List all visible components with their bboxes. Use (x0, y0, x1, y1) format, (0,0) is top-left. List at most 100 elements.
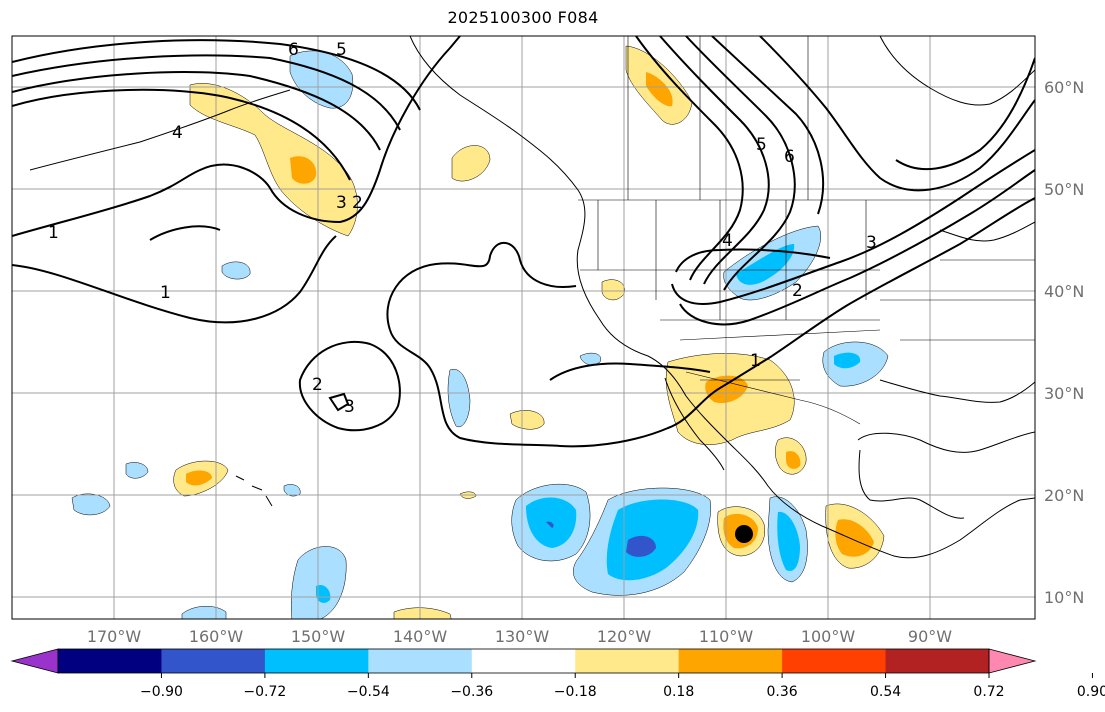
colorbar-segment (161, 649, 266, 673)
negative-anomaly-area (181, 606, 227, 619)
contour-line (659, 36, 770, 285)
colorbar-segment (471, 649, 576, 673)
contour-label: 6 (784, 147, 795, 167)
longitude-labels: 170°W 160°W 150°W 140°W 130°W 120°W 110°… (87, 627, 952, 646)
storm-center-marker (735, 525, 753, 543)
lon-label: 160°W (189, 627, 244, 646)
positive-anomaly-area (451, 145, 491, 182)
positive-anomaly-core (786, 451, 801, 469)
negative-anomaly-core (777, 511, 800, 571)
contour-label: 3 (344, 397, 355, 417)
contour-line (671, 149, 1035, 305)
coastlines (29, 36, 1035, 559)
contour-line (12, 36, 461, 237)
contour-line (675, 248, 831, 273)
contour-line (685, 36, 796, 291)
contour-line (12, 71, 381, 151)
lon-label: 90°W (908, 627, 952, 646)
colorbar-tick-label: 0.36 (767, 684, 798, 700)
contour-line (386, 242, 577, 331)
colorbar-segment (678, 649, 783, 673)
positive-anomaly-area (189, 83, 358, 237)
lon-label: 130°W (495, 627, 550, 646)
contour-line (149, 225, 221, 241)
contour-label: 6 (288, 40, 299, 60)
contour-label: 2 (792, 281, 803, 301)
yucatan-outline (858, 449, 965, 519)
colorbar-tick-label: 0.90 (1077, 684, 1105, 700)
negative-anomaly-peak (626, 535, 656, 557)
gulf-coastline (857, 431, 1035, 453)
colorbar-tick-label: −0.18 (554, 684, 597, 700)
contour-line (771, 197, 1035, 357)
latitude-labels: 60°N 50°N 40°N 30°N 20°N 10°N (1044, 78, 1084, 607)
contour-line (12, 88, 351, 181)
pacific-coastline (409, 36, 1035, 559)
negative-anomaly-area (291, 546, 347, 619)
lon-label: 110°W (699, 627, 754, 646)
lat-label: 60°N (1044, 78, 1084, 97)
contour-line (389, 329, 773, 448)
contour-line (895, 57, 1035, 171)
positive-anomaly-area (509, 410, 545, 430)
negative-anomaly-peak (546, 521, 554, 528)
graticule (12, 36, 1035, 619)
contour-label: 3 (336, 193, 347, 213)
colorbar: −0.90 −0.72 −0.54 −0.36 −0.18 0.18 0.36 0.54 0.7… (10, 648, 1105, 700)
colorbar-segment (368, 649, 473, 673)
colorbar-tick-label: 0.18 (663, 684, 694, 700)
contour-line (12, 54, 401, 131)
lat-label: 10°N (1044, 588, 1084, 607)
positive-anomaly-area (601, 279, 625, 301)
colorbar-tick-label: 0.54 (870, 684, 901, 700)
contour-label: 4 (172, 123, 183, 143)
colorbar-extend-min (10, 648, 59, 674)
lat-label: 40°N (1044, 282, 1084, 301)
contour-label: 3 (866, 233, 877, 253)
colorbar-segment (782, 649, 887, 673)
contour-line (759, 36, 1035, 192)
lon-label: 100°W (801, 627, 856, 646)
colorbar-tick-label: −0.72 (243, 684, 286, 700)
colorbar-tick-label: −0.90 (140, 684, 183, 700)
colorbar-segment (264, 649, 369, 673)
baja-peninsula (664, 377, 725, 471)
hawaii-islands (235, 475, 273, 507)
positive-anomaly-area (393, 607, 452, 619)
aleutian-chain (29, 89, 291, 171)
colorbar-tick-label: −0.36 (450, 684, 493, 700)
contour-label: 5 (336, 40, 347, 60)
contour-label: 1 (160, 283, 171, 303)
colorbar-extend-max (988, 648, 1037, 674)
positive-anomaly-core (186, 470, 212, 486)
contour-labels: 6 5 1 1 4 3 2 2 3 5 6 4 3 2 1 (48, 40, 877, 417)
contours (12, 36, 1035, 448)
positive-anomaly-core (705, 375, 748, 404)
negative-anomaly-area (71, 493, 111, 516)
contour-label: 5 (756, 135, 767, 155)
contour-line (328, 392, 350, 412)
contour-label: 2 (312, 375, 323, 395)
negative-anomaly-core (834, 352, 861, 369)
negative-anomaly-core (736, 244, 795, 285)
colorbar-tick-label: −0.54 (347, 684, 390, 700)
negative-anomaly-area (283, 484, 301, 497)
map-border (11, 35, 1036, 620)
contour-line (12, 235, 337, 324)
contour-label: 4 (722, 231, 733, 251)
contour-line (711, 36, 825, 215)
negative-anomaly-area (221, 261, 251, 280)
lon-label: 120°W (597, 627, 652, 646)
colorbar-outline (57, 648, 990, 674)
colorbar-tick-label: 0.72 (973, 684, 1004, 700)
contour-label: 1 (48, 223, 59, 243)
contour-line (679, 169, 1035, 326)
lat-label: 30°N (1044, 384, 1084, 403)
negative-anomaly-area (579, 352, 602, 366)
great-lakes-coast (939, 221, 1035, 242)
colorbar-segment (58, 649, 162, 673)
lon-label: 150°W (291, 627, 346, 646)
contour-line (549, 362, 711, 381)
lon-label: 170°W (87, 627, 142, 646)
negative-anomaly-area (125, 462, 149, 479)
